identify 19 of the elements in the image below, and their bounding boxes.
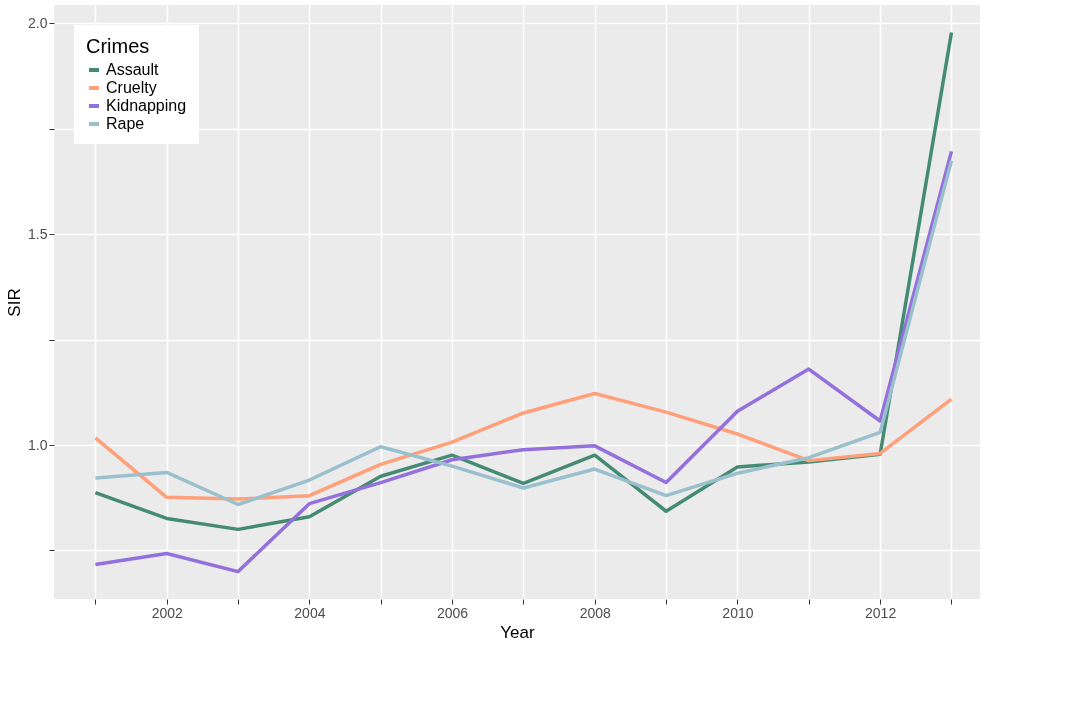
y-tick-label: 1.5	[28, 225, 48, 242]
legend-label: Assault	[106, 61, 160, 78]
x-tick-label: 2008	[579, 604, 612, 621]
x-tick-label: 2006	[437, 604, 469, 621]
line-series	[93, 149, 954, 574]
legend-label: Kidnapping	[106, 97, 187, 114]
y-tick-label: 2.0	[28, 14, 48, 31]
legend-label: Rape	[106, 115, 145, 132]
line-series	[93, 391, 954, 501]
x-tick-label: 2010	[722, 604, 754, 621]
x-tick-label: 2004	[294, 604, 326, 621]
legend-title: Crimes	[86, 35, 150, 57]
y-tick-label: 1.0	[28, 436, 48, 453]
y-axis-title: SIR	[5, 288, 25, 317]
legend-label: Cruelty	[106, 79, 157, 96]
x-tick-label: 2002	[151, 604, 183, 621]
x-tick-label: 2012	[865, 604, 897, 621]
x-axis-title: Year	[500, 622, 536, 642]
line-series	[93, 158, 954, 507]
